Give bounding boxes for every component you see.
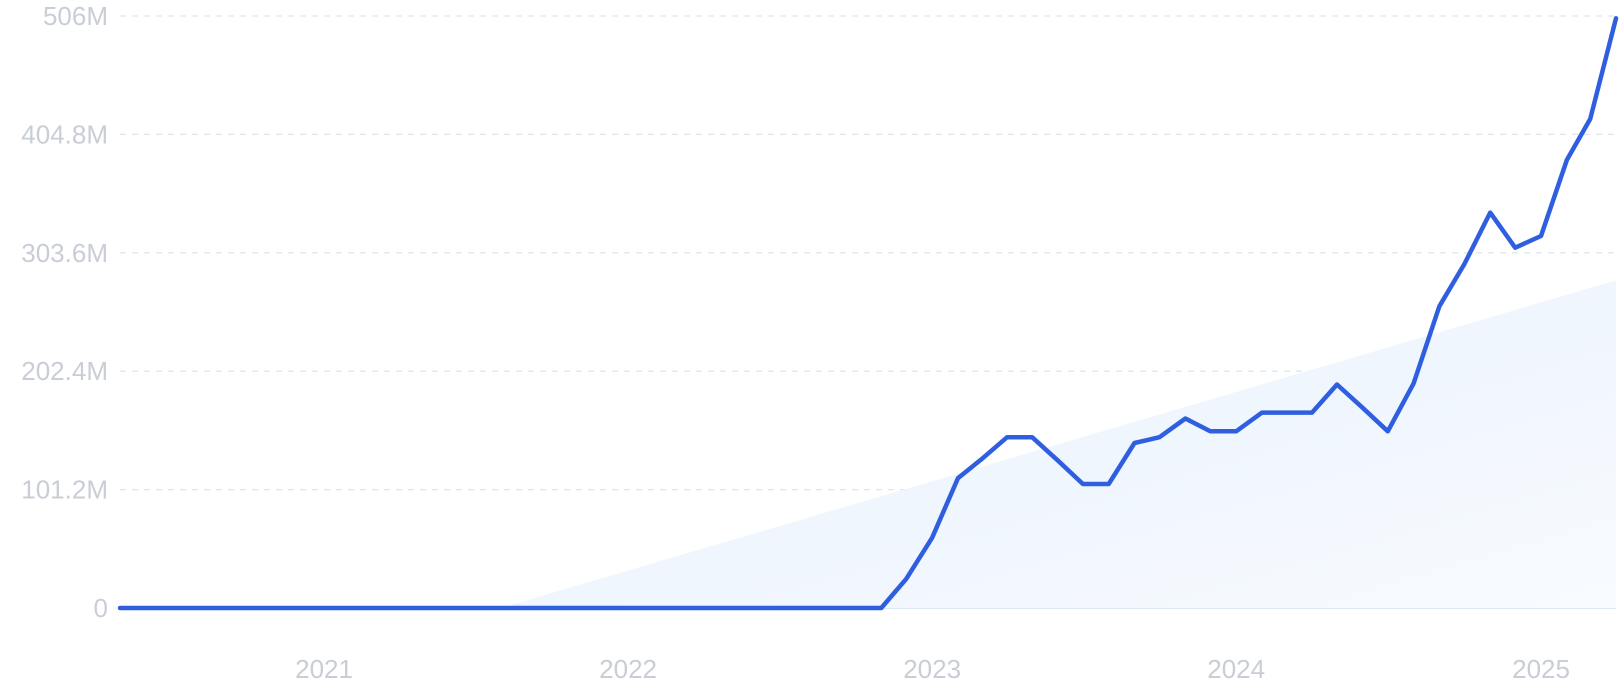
x-tick-label: 2021 bbox=[295, 654, 353, 684]
y-axis: 0 101.2M 202.4M 303.6M 404.8M 506M bbox=[21, 1, 108, 623]
y-tick-label: 202.4M bbox=[21, 356, 108, 386]
y-tick-label: 506M bbox=[43, 1, 108, 31]
y-tick-label: 404.8M bbox=[21, 119, 108, 149]
x-tick-label: 2022 bbox=[599, 654, 657, 684]
x-tick-label: 2025 bbox=[1512, 654, 1570, 684]
x-axis: 2021 2022 2023 2024 2025 bbox=[295, 654, 1570, 684]
trend-layer bbox=[500, 280, 1616, 608]
x-tick-label: 2024 bbox=[1207, 654, 1265, 684]
trend-area bbox=[500, 280, 1616, 608]
x-tick-label: 2023 bbox=[903, 654, 961, 684]
line-layer bbox=[117, 16, 1619, 611]
series-line bbox=[117, 16, 1619, 611]
y-tick-label: 303.6M bbox=[21, 238, 108, 268]
y-tick-label: 0 bbox=[94, 593, 108, 623]
y-tick-label: 101.2M bbox=[21, 475, 108, 505]
